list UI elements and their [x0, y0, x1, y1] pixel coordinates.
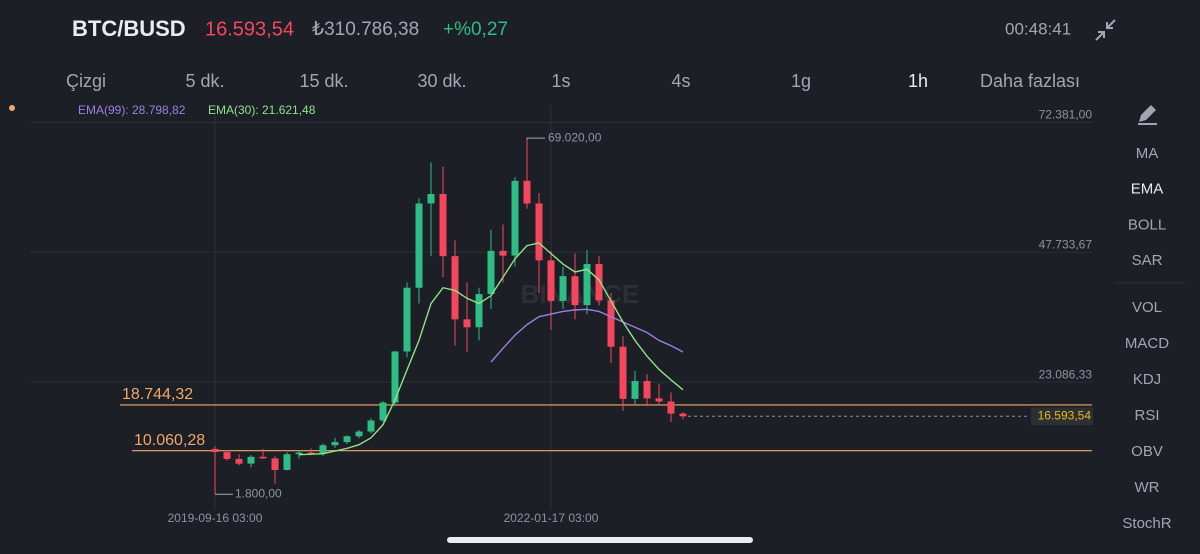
edit-icon[interactable]: [1138, 105, 1157, 125]
tab[interactable]: 4s: [671, 71, 690, 91]
candle-body: [391, 351, 399, 403]
x-tick-label: 2022-01-17 03:00: [504, 511, 599, 525]
symbol[interactable]: BTC/BUSD: [72, 16, 186, 41]
candle-body: [451, 256, 459, 320]
tab[interactable]: 5 dk.: [185, 71, 224, 91]
y-tick-label: 72.381,00: [1039, 108, 1093, 122]
legend-entry: EMA(30): 21.621,48: [208, 103, 316, 117]
tab[interactable]: 1h: [908, 71, 928, 91]
high-marker-label: 69.020,00: [548, 130, 602, 144]
y-tick-label: 23.086,33: [1039, 367, 1093, 381]
tab[interactable]: Çizgi: [66, 71, 106, 91]
candle-body: [583, 264, 591, 306]
indicator[interactable]: WR: [1135, 479, 1160, 496]
collapse-icon[interactable]: [1095, 19, 1116, 41]
candle-body: [235, 458, 243, 464]
clock: 00:48:41: [1005, 19, 1071, 38]
tab[interactable]: Daha fazlası: [980, 71, 1080, 91]
indicator[interactable]: BOLL: [1128, 216, 1166, 233]
tab[interactable]: 30 dk.: [417, 71, 466, 91]
indicator[interactable]: MA: [1136, 145, 1159, 162]
ema-line: [298, 242, 684, 456]
indicator[interactable]: KDJ: [1133, 371, 1161, 388]
candle-body: [427, 194, 435, 204]
x-tick-label: 2019-09-16 03:00: [168, 511, 263, 525]
price: 16.593,54: [205, 18, 294, 40]
watermark: BINANCE: [521, 279, 639, 309]
candle-body: [475, 294, 483, 328]
candle-body: [643, 380, 651, 399]
candle-body: [571, 276, 579, 306]
tab[interactable]: 1s: [551, 71, 570, 91]
candle-body: [331, 442, 339, 446]
candle-body: [319, 445, 327, 454]
header: BTC/BUSD 16.593,54 ₺310.786,38 +%0,27 00…: [72, 16, 1116, 41]
candle-body: [655, 398, 663, 402]
price-local: ₺310.786,38: [312, 19, 419, 40]
candle-body: [631, 380, 639, 399]
candle-body: [259, 456, 267, 459]
indicator[interactable]: VOL: [1132, 299, 1162, 316]
high-marker: [526, 137, 545, 141]
low-marker-label: 1.800,00: [235, 486, 282, 500]
candle-body: [463, 319, 471, 328]
tab[interactable]: 1g: [791, 71, 811, 91]
chart: BINANCE 23.086,33 47.733,67 72.381,00 2019-0…: [30, 103, 1093, 525]
indicator[interactable]: EMA: [1131, 181, 1164, 198]
candle-body: [619, 346, 627, 399]
candle-body: [355, 431, 363, 437]
y-tick-label: 47.733,67: [1039, 237, 1093, 251]
legend-entry: EMA(99): 28.798,82: [78, 103, 186, 117]
candle-body: [559, 276, 567, 301]
candle-body: [487, 250, 495, 295]
candle-body: [367, 420, 375, 432]
candle-body: [511, 180, 519, 256]
candle-body: [211, 448, 219, 453]
candle-body: [415, 203, 423, 288]
candle-body: [343, 436, 351, 443]
candle-body: [595, 264, 603, 301]
price-line-label: 18.744,32: [122, 386, 193, 403]
candle-body: [283, 454, 291, 470]
candle-body: [499, 250, 507, 256]
home-indicator: [447, 537, 753, 543]
indicator[interactable]: MACD: [1125, 335, 1169, 352]
indicator[interactable]: StochR: [1122, 515, 1171, 532]
candle-body: [295, 452, 303, 455]
candle-body: [679, 413, 687, 417]
candle-body: [223, 452, 231, 459]
candle-body: [271, 458, 279, 470]
tab[interactable]: 15 dk.: [299, 71, 348, 91]
indicator[interactable]: SAR: [1132, 252, 1163, 269]
indicator-list: MA EMA BOLL SAR VOL MACD KDJ RSI OBV WR StochR: [1122, 145, 1171, 532]
ema-line: [490, 308, 684, 363]
last-price-label: 16.593,54: [1038, 408, 1092, 422]
price-line-label: 10.060,28: [134, 432, 205, 449]
candle-body: [667, 401, 675, 414]
candle-body: [379, 402, 387, 421]
candle-body: [439, 194, 447, 257]
indicator[interactable]: OBV: [1131, 443, 1163, 460]
candle-body: [307, 452, 315, 454]
candle-body: [247, 456, 255, 464]
candle-body: [547, 260, 555, 301]
indicator[interactable]: RSI: [1134, 407, 1159, 424]
candle-body: [523, 180, 531, 204]
candle-body: [403, 287, 411, 352]
last-price-box: [1031, 407, 1093, 426]
candle-body: [607, 300, 615, 347]
status-dot: [9, 105, 15, 111]
change: +%0,27: [443, 19, 508, 40]
tabs: Çizgi 5 dk. 15 dk. 30 dk. 1s 4s 1g 1h Daha fazla…: [66, 71, 1080, 91]
candle-body: [535, 203, 543, 261]
